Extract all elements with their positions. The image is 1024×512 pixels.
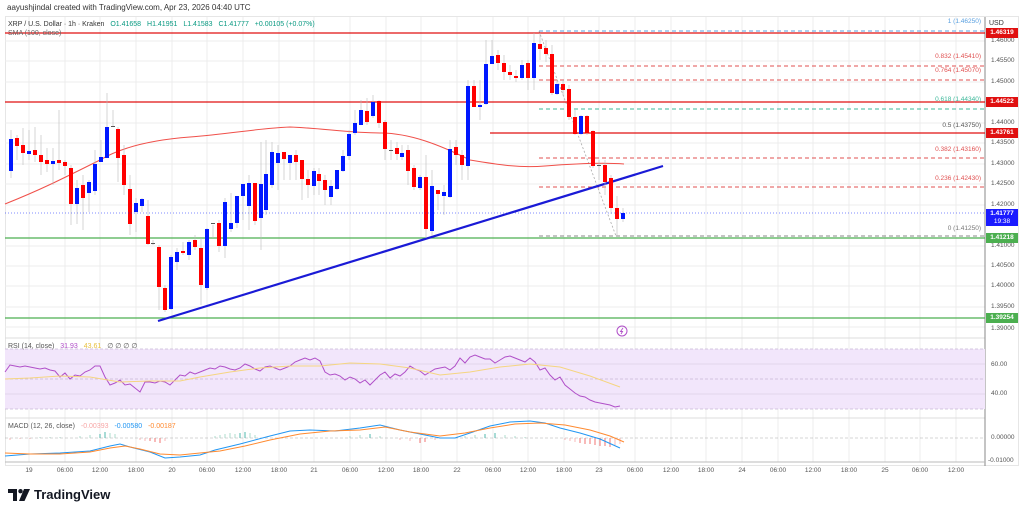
sma-legend[interactable]: SMA (100, close) bbox=[8, 30, 65, 37]
macd-label: MACD (12, 26, close) bbox=[8, 423, 75, 430]
price-axis-label: 1.40000 bbox=[991, 282, 1015, 289]
current-price: 1.41777 bbox=[990, 210, 1014, 217]
tradingview-logo-icon bbox=[8, 488, 30, 501]
time-axis-label: 12:00 bbox=[662, 467, 680, 474]
rsi-line bbox=[4, 354, 621, 408]
price-axis-label: 1.43000 bbox=[991, 160, 1015, 167]
rsi-legend[interactable]: RSI (14, close) 31.93 43.61 ∅ ∅ ∅ ∅ bbox=[8, 342, 141, 350]
price-axis-label: 1.45500 bbox=[991, 57, 1015, 64]
fib-label: 0.382 (1.43160) bbox=[935, 146, 981, 153]
time-axis-label: 20 bbox=[168, 467, 176, 474]
macd-axis-label: -0.01000 bbox=[988, 457, 1014, 464]
time-axis-label: 06:00 bbox=[56, 467, 74, 474]
fib-label: 0.236 (1.42430) bbox=[935, 175, 981, 182]
fib-label: 0.764 (1.45070) bbox=[935, 67, 981, 74]
rsi-ma-line bbox=[4, 362, 621, 388]
tradingview-logo: TradingView bbox=[8, 487, 110, 502]
time-axis-label: 06:00 bbox=[911, 467, 929, 474]
time-axis-label: 24 bbox=[738, 467, 746, 474]
price-tag-current: 1.41777 19:38 bbox=[986, 209, 1018, 226]
fib-label: 0.5 (1.43750) bbox=[942, 122, 981, 129]
price-tag-support-1: 1.41218 bbox=[986, 233, 1018, 243]
time-axis-label: 18:00 bbox=[270, 467, 288, 474]
fib-label: 0 (1.41250) bbox=[947, 225, 981, 232]
macd-hist-value: -0.00393 bbox=[80, 423, 109, 430]
ohlc-high: H1.41951 bbox=[147, 21, 178, 28]
rsi-label: RSI (14, close) bbox=[8, 343, 55, 350]
sma-label: SMA (100, close) bbox=[8, 30, 62, 37]
rsi-ma-value: 43.61 bbox=[83, 343, 102, 350]
time-axis-label: 06:00 bbox=[626, 467, 644, 474]
time-axis-label: 18:00 bbox=[840, 467, 858, 474]
chart-credit: aayushjindal created with TradingView.co… bbox=[7, 3, 251, 12]
fib-label: 0.618 (1.44340) bbox=[935, 96, 981, 103]
ohlc-legend: XRP / U.S. Dollar · 1h · Kraken O1.41658… bbox=[8, 21, 319, 28]
time-axis-label: 12:00 bbox=[377, 467, 395, 474]
time-axis-label: 23 bbox=[595, 467, 603, 474]
price-axis-label: 1.43500 bbox=[991, 139, 1015, 146]
price-tag-resistance-2: 1.43761 bbox=[986, 128, 1018, 138]
rsi-axis-label: 60.00 bbox=[991, 361, 1008, 368]
price-axis-label: 1.42000 bbox=[991, 201, 1015, 208]
currency-selector[interactable]: USD bbox=[989, 20, 1004, 27]
candle-countdown: 19:38 bbox=[993, 218, 1011, 225]
time-axis-label: 18:00 bbox=[697, 467, 715, 474]
macd-line bbox=[4, 420, 621, 459]
time-axis-label: 12:00 bbox=[519, 467, 537, 474]
macd-signal-value: -0.00187 bbox=[148, 423, 176, 430]
ohlc-open: O1.41658 bbox=[110, 21, 142, 28]
macd-value: -0.00580 bbox=[114, 423, 143, 430]
time-axis-label: 18:00 bbox=[412, 467, 430, 474]
price-axis-label: 1.40500 bbox=[991, 262, 1015, 269]
time-axis-label: 06:00 bbox=[484, 467, 502, 474]
time-axis-label: 12:00 bbox=[947, 467, 965, 474]
rsi-extras: ∅ ∅ ∅ ∅ bbox=[107, 343, 138, 350]
brand-name: TradingView bbox=[34, 487, 111, 502]
price-axis-label: 1.45000 bbox=[991, 78, 1015, 85]
price-axis-label: 1.42500 bbox=[991, 180, 1015, 187]
rsi-axis-label: 40.00 bbox=[991, 390, 1008, 397]
ohlc-close: C1.41777 bbox=[218, 21, 249, 28]
price-tag-resistance-1: 1.44522 bbox=[986, 97, 1018, 107]
time-axis-label: 25 bbox=[881, 467, 889, 474]
chart-frame bbox=[5, 16, 1019, 466]
fib-label: 0.832 (1.45410) bbox=[935, 53, 981, 60]
rsi-value: 31.93 bbox=[60, 343, 78, 350]
time-axis-label: 22 bbox=[453, 467, 461, 474]
price-axis-label: 1.39000 bbox=[991, 325, 1015, 332]
candlesticks bbox=[9, 33, 625, 312]
time-axis-label: 06:00 bbox=[769, 467, 787, 474]
price-axis-label: 1.46000 bbox=[991, 37, 1015, 44]
grid-horizontal bbox=[5, 40, 985, 419]
macd-axis-label: 0.00000 bbox=[991, 434, 1015, 441]
time-axis-label: 12:00 bbox=[804, 467, 822, 474]
price-axis-label: 1.39500 bbox=[991, 303, 1015, 310]
time-axis-label: 18:00 bbox=[127, 467, 145, 474]
macd-histogram bbox=[9, 432, 621, 447]
price-axis-label: 1.41000 bbox=[991, 242, 1015, 249]
price-axis-label: 1.44000 bbox=[991, 119, 1015, 126]
time-axis-label: 19 bbox=[25, 467, 33, 474]
macd-legend[interactable]: MACD (12, 26, close) -0.00393 -0.00580 -… bbox=[8, 423, 180, 430]
symbol-name[interactable]: XRP / U.S. Dollar · 1h · Kraken bbox=[8, 21, 105, 28]
time-axis-label: 06:00 bbox=[341, 467, 359, 474]
time-axis-label: 18:00 bbox=[555, 467, 573, 474]
fib-label: 1 (1.46250) bbox=[947, 18, 981, 25]
ohlc-low: L1.41583 bbox=[183, 21, 213, 28]
time-axis-label: 21 bbox=[310, 467, 318, 474]
time-axis-label: 12:00 bbox=[91, 467, 109, 474]
price-tag-resistance-top: 1.46319 bbox=[986, 28, 1018, 38]
time-axis-label: 12:00 bbox=[234, 467, 252, 474]
ascending-trendline bbox=[157, 164, 664, 323]
price-change: +0.00105 (+0.07%) bbox=[254, 21, 315, 28]
price-tag-support-2: 1.39254 bbox=[986, 313, 1018, 323]
signal-line bbox=[4, 422, 625, 456]
alert-icon bbox=[616, 325, 628, 337]
time-axis-label: 06:00 bbox=[198, 467, 216, 474]
